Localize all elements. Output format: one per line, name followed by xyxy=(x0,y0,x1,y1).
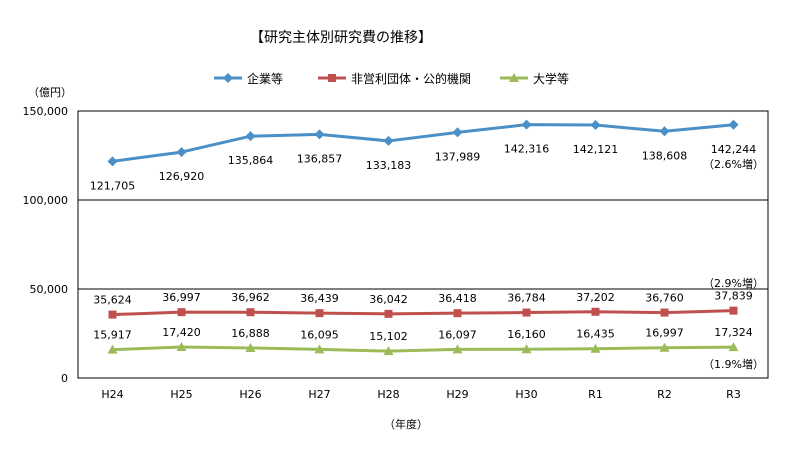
x-tick-label: H27 xyxy=(308,388,330,401)
x-tick-label: H29 xyxy=(446,388,468,401)
data-label: 17,324 xyxy=(714,326,753,339)
data-label: 15,917 xyxy=(93,329,132,342)
x-axis-ticks: H24 H25 H26 H27 H28 H29 H30 R1 R2 R3 xyxy=(101,388,740,401)
legend-label: 企業等 xyxy=(247,71,283,86)
x-tick-label: H25 xyxy=(170,388,192,401)
series-line xyxy=(112,309,734,317)
data-point xyxy=(314,344,325,354)
data-label: 16,997 xyxy=(645,327,684,340)
y-tick-label: 150,000 xyxy=(23,105,69,118)
legend-label: 大学等 xyxy=(533,71,569,86)
data-point xyxy=(245,131,256,142)
data-point xyxy=(453,309,462,318)
y-axis-ticks: 0 50,000 100,000 150,000 xyxy=(23,105,69,385)
data-label: 36,042 xyxy=(369,293,408,306)
data-point xyxy=(659,126,670,137)
data-label: 133,183 xyxy=(366,159,412,172)
data-point xyxy=(176,147,187,158)
y-axis-label: （億円） xyxy=(28,86,72,99)
data-point xyxy=(245,342,256,352)
data-label: 126,920 xyxy=(159,170,205,183)
legend-label: 非営利団体・公的機関 xyxy=(351,71,471,86)
data-point xyxy=(314,129,325,140)
data-label: 36,784 xyxy=(507,292,546,305)
data-point xyxy=(728,119,739,130)
data-label: 135,864 xyxy=(228,154,274,167)
data-point xyxy=(590,120,601,131)
x-tick-label: R2 xyxy=(657,388,672,401)
x-tick-label: H26 xyxy=(239,388,261,401)
data-point xyxy=(521,119,532,130)
y-tick-label: 50,000 xyxy=(30,283,69,296)
data-label: 36,760 xyxy=(645,292,684,305)
data-point xyxy=(384,309,393,318)
data-label: 136,857 xyxy=(297,152,343,165)
y-tick-label: 0 xyxy=(61,372,68,385)
data-label: 36,418 xyxy=(438,292,477,305)
data-label: 36,962 xyxy=(231,291,270,304)
data-labels: 121,705 126,920 135,864 136,857 133,183 137,9… xyxy=(90,143,757,343)
gridlines xyxy=(77,110,769,379)
data-label: 36,439 xyxy=(300,292,339,305)
data-label: 16,888 xyxy=(231,327,270,340)
data-point xyxy=(108,310,117,319)
legend-marker xyxy=(223,73,233,83)
legend-marker xyxy=(509,73,519,82)
data-point xyxy=(383,135,394,146)
data-point xyxy=(177,308,186,317)
data-point xyxy=(590,343,601,353)
data-label: 16,435 xyxy=(576,328,615,341)
x-tick-label: H28 xyxy=(377,388,399,401)
legend-marker xyxy=(328,74,336,82)
data-point xyxy=(107,156,118,167)
series-line xyxy=(112,345,734,353)
growth-note: （2.9%増） xyxy=(703,277,764,290)
x-axis-label: （年度） xyxy=(384,417,428,431)
data-label: 16,097 xyxy=(438,328,477,341)
data-point xyxy=(246,308,255,317)
data-label: 16,160 xyxy=(507,328,546,341)
series-line xyxy=(112,123,734,163)
data-label: 17,420 xyxy=(162,326,201,339)
growth-notes: （2.6%増） （2.9%増） （1.9%増） xyxy=(703,158,764,371)
data-label: 16,095 xyxy=(300,328,339,341)
x-tick-label: H30 xyxy=(515,388,537,401)
series-group xyxy=(107,119,739,356)
data-point xyxy=(107,344,118,354)
data-label: 121,705 xyxy=(90,179,136,192)
data-point xyxy=(315,309,324,318)
legend: 企業等 非営利団体・公的機関 大学等 xyxy=(214,71,569,86)
data-label: 142,121 xyxy=(573,143,619,156)
data-point xyxy=(660,308,669,317)
data-label: 142,244 xyxy=(711,143,757,156)
data-label: 138,608 xyxy=(642,149,688,162)
data-point xyxy=(176,341,187,351)
data-label: 15,102 xyxy=(369,330,408,343)
plot-frame xyxy=(77,110,769,379)
growth-note: （2.6%増） xyxy=(703,158,764,171)
data-point xyxy=(591,307,600,316)
x-tick-label: H24 xyxy=(101,388,123,401)
chart-title: 【研究主体別研究費の推移】 xyxy=(250,30,432,46)
data-point xyxy=(521,344,532,354)
data-point xyxy=(452,344,463,354)
x-tick-label: R3 xyxy=(726,388,741,401)
data-label: 35,624 xyxy=(93,294,132,307)
data-point xyxy=(383,346,394,356)
data-label: 137,989 xyxy=(435,150,481,163)
data-label: 37,839 xyxy=(714,290,753,303)
data-point xyxy=(729,306,738,315)
growth-note: （1.9%増） xyxy=(703,358,764,371)
y-tick-label: 100,000 xyxy=(23,194,69,207)
data-point xyxy=(659,342,670,352)
data-label: 36,997 xyxy=(162,291,201,304)
data-point xyxy=(522,308,531,317)
x-tick-label: R1 xyxy=(588,388,603,401)
data-label: 37,202 xyxy=(576,291,615,304)
data-point xyxy=(452,127,463,138)
data-point xyxy=(728,342,739,352)
data-label: 142,316 xyxy=(504,143,550,156)
